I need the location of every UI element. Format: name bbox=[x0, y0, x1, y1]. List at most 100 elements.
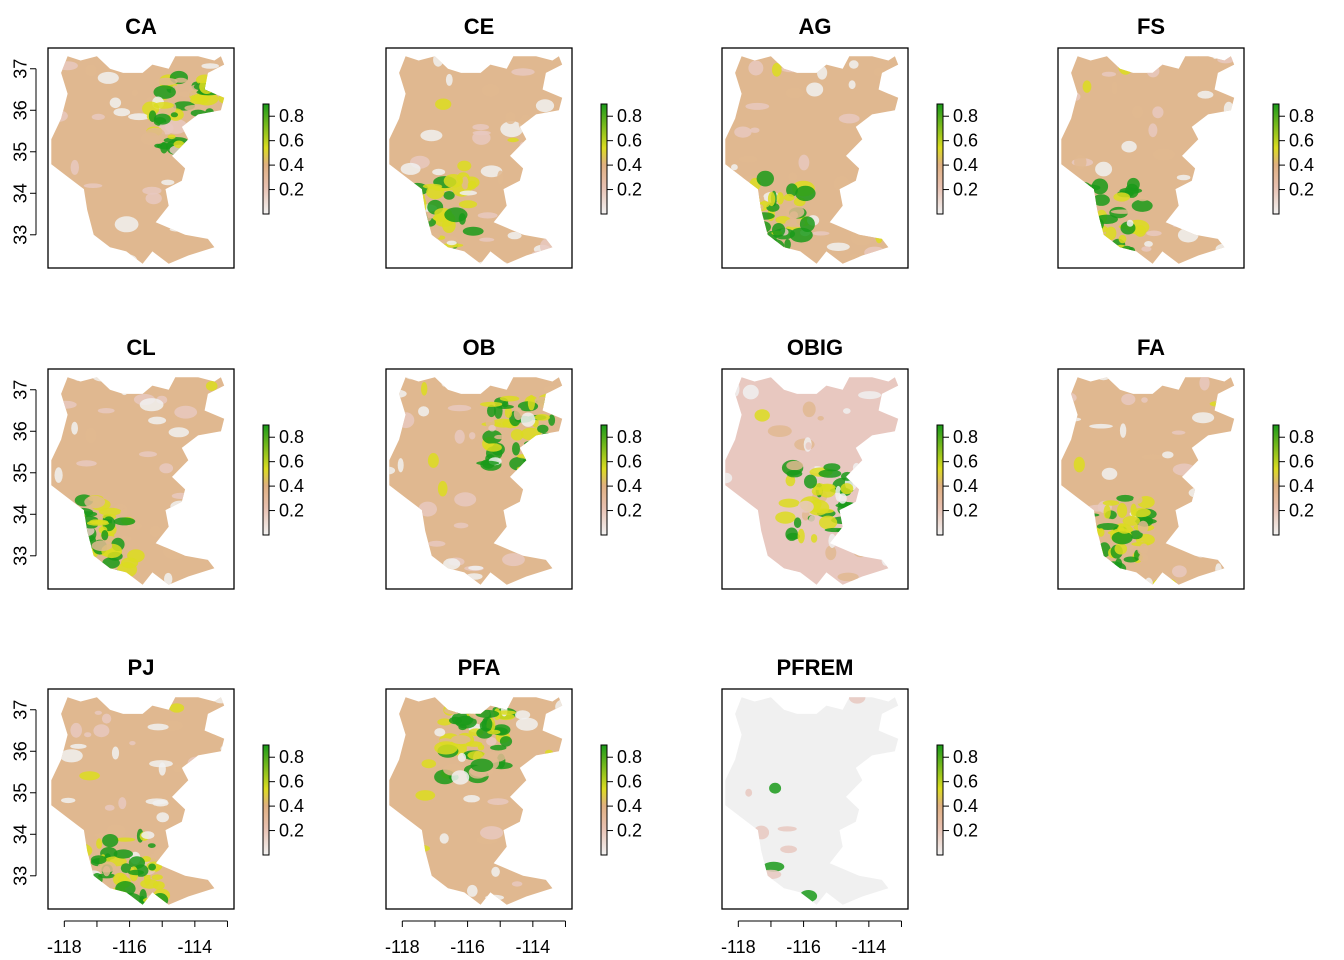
raster-cell bbox=[437, 718, 452, 726]
raster-cell bbox=[798, 154, 810, 171]
raster-cell bbox=[420, 240, 435, 252]
raster-cell bbox=[1172, 212, 1195, 228]
plot-frame bbox=[47, 688, 235, 910]
legend-tick-label: 0.2 bbox=[279, 180, 304, 200]
raster-cell bbox=[823, 463, 841, 472]
raster-cell bbox=[432, 232, 441, 240]
raster-cell bbox=[400, 192, 423, 207]
legend-tick-label: 0.8 bbox=[617, 747, 642, 767]
raster-cell bbox=[91, 884, 109, 893]
raster-cell bbox=[457, 160, 472, 172]
raster-cell bbox=[1076, 513, 1100, 517]
legend-tick-label: 0.6 bbox=[1289, 131, 1314, 151]
raster-cell bbox=[214, 255, 225, 264]
y-tick-label: 37 bbox=[11, 380, 31, 400]
raster-cell bbox=[482, 430, 503, 444]
map-panel-pfa: PFA -118 -116 -114 0.2 0.4 0.6 0.8 bbox=[385, 655, 642, 957]
raster-cell bbox=[1171, 219, 1179, 228]
legend-tick-label: 0.4 bbox=[279, 155, 304, 175]
raster-cell bbox=[96, 838, 103, 849]
y-tick-label: 36 bbox=[11, 100, 31, 120]
x-tick-label: -118 bbox=[721, 937, 756, 957]
raster-cell bbox=[1091, 231, 1104, 237]
raster-cell bbox=[406, 245, 425, 253]
raster-cell bbox=[199, 79, 215, 95]
y-tick-label: 37 bbox=[11, 700, 31, 720]
raster-cell bbox=[481, 717, 493, 732]
raster-cell bbox=[1063, 261, 1073, 264]
raster-cell bbox=[94, 519, 109, 525]
raster-cell bbox=[536, 761, 547, 770]
map-panel-cl: CL 33 34 35 36 37 0.2 0.4 0.6 0.8 bbox=[11, 335, 304, 590]
raster-cell bbox=[767, 191, 776, 207]
legend-tick-label: 0.6 bbox=[279, 772, 304, 792]
raster-cell bbox=[117, 254, 138, 264]
raster-cell bbox=[869, 221, 889, 237]
raster-cell bbox=[160, 141, 168, 154]
raster-cell bbox=[1075, 198, 1097, 213]
raster-cell bbox=[85, 561, 94, 573]
raster-cell bbox=[507, 137, 519, 143]
raster-cell bbox=[881, 552, 890, 566]
raster-cell bbox=[113, 108, 131, 117]
raster-cell bbox=[465, 573, 483, 580]
raster-cell bbox=[1092, 194, 1110, 206]
raster-cell bbox=[810, 534, 818, 543]
raster-cell bbox=[1071, 538, 1094, 544]
raster-cell bbox=[878, 172, 894, 179]
raster-cell bbox=[168, 427, 189, 438]
raster-cell bbox=[1194, 229, 1209, 236]
raster-cell bbox=[1198, 201, 1216, 207]
raster-cell bbox=[390, 210, 404, 219]
raster-cell bbox=[418, 406, 430, 417]
legend-tick-label: 0.2 bbox=[1289, 501, 1314, 521]
plot-frame bbox=[1057, 47, 1245, 269]
raster-cell bbox=[467, 751, 486, 760]
raster-cell bbox=[522, 458, 534, 463]
legend-tick-label: 0.2 bbox=[617, 501, 642, 521]
raster-cell bbox=[149, 760, 173, 768]
raster-cell bbox=[488, 424, 496, 432]
raster-cell bbox=[184, 104, 206, 112]
raster-cell bbox=[418, 220, 429, 228]
raster-cell bbox=[1221, 173, 1235, 186]
raster-cell bbox=[114, 216, 139, 233]
raster-cell bbox=[785, 474, 796, 487]
raster-cell bbox=[153, 113, 171, 125]
raster-cell bbox=[190, 109, 206, 117]
raster-cell bbox=[1091, 178, 1109, 195]
raster-cell bbox=[756, 170, 774, 187]
raster-cell bbox=[156, 812, 169, 823]
raster-cell bbox=[841, 471, 854, 481]
raster-cell bbox=[511, 881, 523, 887]
raster-cell bbox=[406, 562, 427, 577]
raster-cell bbox=[69, 843, 93, 858]
raster-cell bbox=[527, 394, 536, 411]
raster-cell bbox=[154, 143, 162, 148]
raster-cell bbox=[548, 414, 556, 426]
raster-cell bbox=[222, 377, 225, 378]
raster-cell bbox=[67, 534, 78, 546]
raster-cell bbox=[795, 185, 816, 202]
raster-cell bbox=[399, 237, 423, 243]
raster-cell bbox=[454, 429, 465, 444]
raster-cell bbox=[487, 404, 496, 418]
raster-cell bbox=[480, 165, 503, 178]
raster-cell bbox=[785, 87, 804, 99]
raster-cell bbox=[749, 207, 759, 220]
raster-cell bbox=[495, 710, 516, 715]
raster-cell bbox=[167, 134, 176, 140]
raster-cell bbox=[113, 849, 133, 859]
raster-cell bbox=[560, 78, 563, 86]
plot-frame bbox=[385, 47, 573, 269]
raster-cell bbox=[1172, 463, 1196, 476]
x-tick-label: -118 bbox=[385, 937, 420, 957]
y-tick-label: 35 bbox=[11, 142, 31, 162]
raster-cell bbox=[751, 194, 765, 203]
raster-cell bbox=[183, 197, 200, 208]
raster-cell bbox=[499, 395, 520, 402]
raster-cell bbox=[474, 261, 498, 264]
raster-cell bbox=[862, 221, 878, 236]
raster-cell bbox=[389, 466, 396, 475]
raster-cell bbox=[1144, 577, 1154, 585]
